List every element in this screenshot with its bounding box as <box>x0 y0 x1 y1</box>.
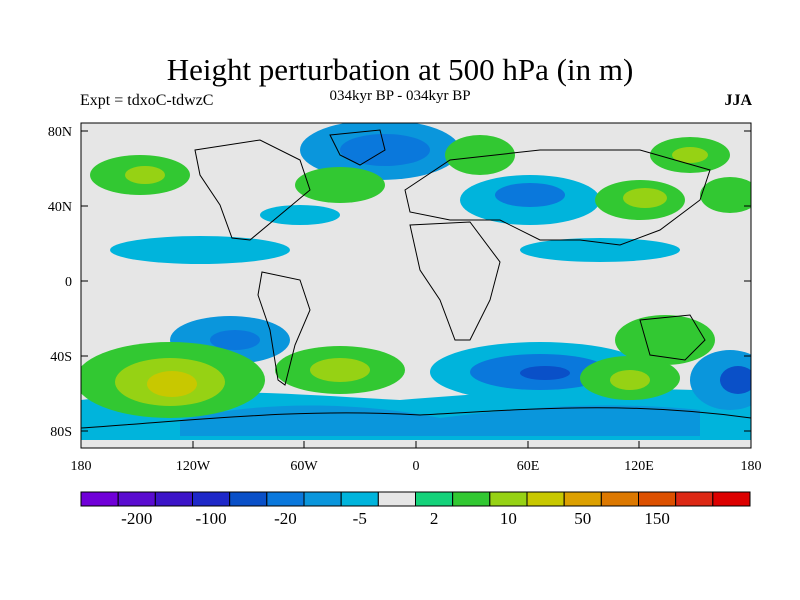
coastline-australia <box>639 314 706 361</box>
lat-label-40s: 40S <box>50 350 72 365</box>
contour-negative-tropics-west <box>110 236 290 264</box>
colorbar-label: 2 <box>430 509 439 528</box>
coastline-south-america <box>257 271 311 386</box>
contour-negative-south-indian-center <box>520 366 570 380</box>
lon-label-0: 0 <box>413 459 420 474</box>
contour-positive-east-asia-core <box>623 188 667 208</box>
coastline-antarctica <box>81 407 751 429</box>
season-label: JJA <box>724 92 752 109</box>
lon-label-60e: 60E <box>517 459 540 474</box>
colorbar-label: 50 <box>574 509 591 528</box>
contour-negative-europe-core <box>495 183 565 207</box>
contour-negative-atlantic <box>260 205 340 225</box>
contour-negative-tropics-east <box>520 238 680 262</box>
colorbar-swatch <box>229 491 268 507</box>
contour-positive-australia <box>615 315 715 365</box>
coastline-greenland <box>329 129 386 166</box>
colorbar-swatch <box>266 491 305 507</box>
lon-label-180e: 180 <box>741 459 762 474</box>
colorbar-label: 10 <box>500 509 517 528</box>
lon-label-120w: 120W <box>176 459 211 474</box>
contour-positive-north-pacific-core <box>125 166 165 184</box>
colorbar: -200 -100 -20 -5 2 10 50 150 <box>80 491 751 528</box>
contour-negative-tasman-core <box>720 366 751 394</box>
coastline-north-america <box>194 139 311 241</box>
colorbar-swatch <box>415 491 454 507</box>
contour-positive-greenland <box>445 135 515 175</box>
colorbar-swatch <box>675 491 714 507</box>
colorbar-swatch <box>489 491 528 507</box>
lat-label-80n: 80N <box>48 125 72 140</box>
colorbar-swatch <box>154 491 193 507</box>
lat-ticks <box>81 130 751 432</box>
colorbar-swatch <box>600 491 639 507</box>
contour-positive-south-indian-core <box>610 370 650 390</box>
period-label: 034kyr BP - 034kyr BP <box>329 88 471 104</box>
colorbar-swatch <box>192 491 231 507</box>
lon-label-180w: 180 <box>71 459 92 474</box>
coastline-eurasia <box>404 149 711 246</box>
map-title: Height perturbation at 500 hPa (in m) <box>166 52 634 87</box>
lon-ticks <box>80 441 752 448</box>
colorbar-swatch <box>452 491 491 507</box>
colorbar-swatch <box>303 491 342 507</box>
colorbar-swatch <box>117 491 156 507</box>
colorbar-swatch <box>712 491 751 507</box>
contour-positive-west-pacific <box>700 177 751 213</box>
colorbar-swatch <box>563 491 602 507</box>
contour-positive-north-atlantic <box>295 167 385 203</box>
experiment-label: Expt = tdxoC-tdwzC <box>80 92 214 109</box>
colorbar-swatch <box>526 491 565 507</box>
colorbar-label: -5 <box>353 509 367 528</box>
lat-label-80s: 80S <box>50 425 72 440</box>
colorbar-swatch <box>377 491 417 507</box>
contour-positive-south-atlantic-core <box>310 358 370 382</box>
lat-label-equator: 0 <box>65 275 72 290</box>
map-panel: 80N 40N 0 40S 80S 180 120W 60W 0 60E 120… <box>48 122 762 474</box>
colorbar-label: -20 <box>274 509 297 528</box>
colorbar-swatch <box>80 491 119 507</box>
coastline-africa <box>409 221 501 341</box>
contour-positive-siberia-core <box>672 147 708 163</box>
colorbar-swatch <box>340 491 379 507</box>
lon-label-120e: 120E <box>624 459 654 474</box>
colorbar-label: -200 <box>121 509 152 528</box>
colorbar-label: -100 <box>195 509 226 528</box>
lon-label-60w: 60W <box>290 459 318 474</box>
contour-positive-south-pacific-core <box>147 371 197 397</box>
colorbar-label: 150 <box>644 509 670 528</box>
contour-negative-south-pacific-core <box>210 330 260 350</box>
lat-label-40n: 40N <box>48 200 72 215</box>
colorbar-swatch <box>638 491 677 507</box>
height-anomaly-field <box>81 123 751 440</box>
